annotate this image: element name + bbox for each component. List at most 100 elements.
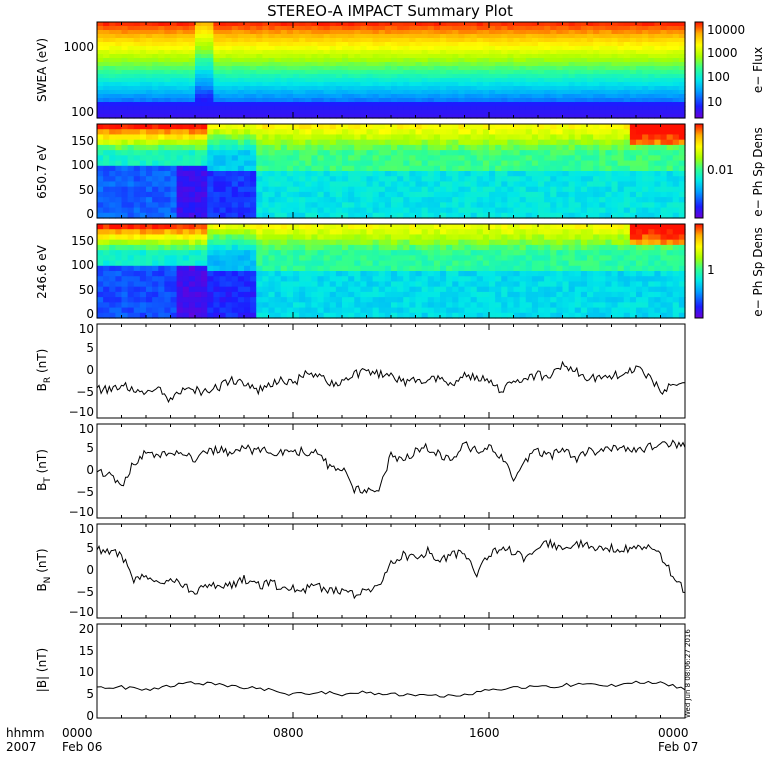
pitch-cell [237,302,245,309]
pitch-cell [115,155,123,162]
pitch-cell [568,181,576,188]
pitch-cell [121,150,129,156]
pitch-cell [280,244,288,251]
swea-cell [237,66,245,71]
pitch-cell [378,307,386,314]
pitch-cell [268,312,276,319]
pitch-cell [525,160,533,167]
swea-cell [225,58,233,63]
swea-cell [250,82,257,87]
swea-cell [250,22,257,27]
pitch-cell [293,224,300,230]
swea-cell [237,26,245,31]
swea-cell [415,82,423,87]
pitch-cell [164,129,172,136]
swea-cell [544,74,551,79]
swea-cell [335,42,343,47]
pitch-cell [164,186,172,193]
swea-cell [654,74,662,79]
pitch-cell [489,150,496,156]
pitch-cell [97,255,104,262]
swea-cell [268,94,276,99]
pitch-cell [121,191,129,198]
pitch-cell [329,171,337,177]
pitch-cell [311,191,319,198]
swea-cell [366,98,374,103]
swea-cell [446,74,453,79]
pitch-cell [244,212,251,219]
swea-cell [317,50,325,55]
swea-cell [348,38,355,43]
pitch-cell [599,212,606,219]
swea-cell [623,102,631,107]
swea-cell [146,42,153,47]
pitch-cell [164,271,172,277]
pitch-cell [617,202,625,209]
pitch-cell [629,197,637,203]
swea-cell [127,98,135,103]
pitch-cell [115,271,123,277]
pitch-cell [648,197,655,203]
swea-cell [164,66,172,71]
swea-cell [268,78,276,83]
pitch-cell [617,150,625,156]
swea-cell [323,22,331,27]
swea-cell [170,30,178,35]
swea-cell [403,70,410,75]
pitch-cell [268,197,276,203]
pitch-cell [482,186,490,193]
pitch-cell [201,271,208,277]
pitch-cell [158,160,165,167]
swea-cell [617,66,625,71]
pitch-cell [617,165,625,172]
swea-cell [293,62,300,67]
swea-cell [250,78,257,83]
swea-cell [446,34,453,39]
pitch-cell [103,155,110,162]
pitch-cell [476,129,484,136]
swea-cell [470,94,478,99]
pitch-cell [164,207,172,214]
swea-cell [219,50,227,55]
pitch-cell [409,129,417,136]
swea-cell [415,42,423,47]
swea-cell [623,114,631,119]
pitch-cell [378,276,386,283]
swea-cell [427,90,435,95]
pitch-cell [501,134,508,141]
swea-cell [421,54,429,59]
pitch-cell [580,176,588,183]
swea-cell [231,62,239,67]
pitch-cell [605,144,613,151]
swea-cell [237,90,245,95]
swea-cell [538,78,545,83]
pitch-cell [403,255,410,262]
swea-cell [133,82,141,87]
pitch-cell [170,139,178,146]
pitch-cell [568,186,576,193]
pitch-cell [678,155,686,162]
swea-cell [219,66,227,71]
swea-cell [464,42,472,47]
pitch-cell [574,176,582,183]
pitch-cell [127,307,135,314]
pitch-cell [427,160,435,167]
swea-cell [225,110,233,115]
swea-cell [464,90,472,95]
swea-cell [495,66,502,71]
pitch-cell [311,186,319,193]
pitch-cell [384,265,392,272]
swea-cell [574,54,582,59]
pitch-cell [115,171,123,177]
swea-cell [623,98,631,103]
pitch-cell [366,207,374,214]
swea-cell [562,82,570,87]
pitch-cell [372,171,380,177]
swea-cell [519,106,527,111]
pitch-cell [201,155,208,162]
swea-cell [109,86,116,91]
swea-cell [139,62,147,67]
pitch-cell [427,197,435,203]
swea-cell [415,46,423,51]
pitch-cell [115,239,123,246]
